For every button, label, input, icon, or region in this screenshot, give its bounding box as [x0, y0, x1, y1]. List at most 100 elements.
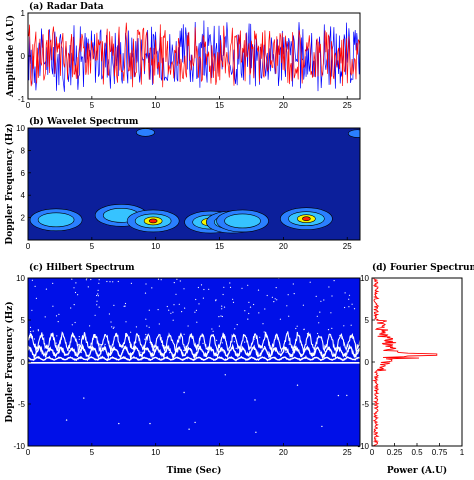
fourier-title: (d) Fourier Spectrum	[372, 262, 474, 273]
hilbert-point	[346, 394, 348, 397]
fourier-xlabel: Power (A.U)	[387, 465, 447, 476]
hilbert-point	[97, 293, 99, 295]
hilbert-point	[247, 318, 249, 320]
hilbert-point	[249, 306, 252, 308]
hilbert-point	[35, 297, 38, 299]
hilbert-point	[108, 313, 110, 315]
hilbert-point	[83, 397, 85, 399]
hilbert-point	[37, 330, 40, 332]
hilbert-point	[267, 351, 269, 353]
hilbert-point	[96, 294, 98, 297]
hilbert-point	[318, 322, 320, 324]
hilbert-point	[195, 298, 197, 301]
hilbert-point	[233, 341, 235, 343]
hilbert-point	[130, 331, 132, 333]
radar-ytick-label: -1	[18, 95, 26, 104]
hilbert-point	[203, 288, 205, 291]
hilbert-point	[130, 282, 132, 284]
hilbert-ylabel: Doppler Frequency (Hz)	[4, 301, 15, 422]
hilbert-point	[148, 309, 150, 311]
hilbert-point	[124, 305, 126, 307]
hilbert-point	[111, 326, 113, 328]
fourier-ytick-label: -10	[357, 442, 369, 451]
hilbert-ytick-label: -10	[13, 442, 25, 451]
hilbert-point	[85, 279, 87, 281]
hilbert-point	[55, 342, 57, 344]
hilbert-point	[220, 339, 222, 341]
hilbert-point	[71, 324, 73, 326]
hilbert-point	[97, 289, 99, 291]
hilbert-ytick-label: 0	[21, 358, 26, 367]
hilbert-point	[343, 325, 345, 327]
hilbert-point	[319, 311, 321, 313]
hilbert-point	[296, 384, 299, 386]
hilbert-point	[157, 309, 159, 311]
hilbert-ticks: 0 5 10 15 20 25 -10 -5 0 5 10	[13, 274, 352, 457]
hilbert-point	[161, 344, 163, 346]
hilbert-point	[31, 279, 33, 281]
hilbert-point	[275, 287, 277, 289]
fourier-ytick-label: 5	[365, 316, 370, 325]
hilbert-point	[285, 351, 287, 353]
hilbert-point	[59, 339, 62, 341]
hilbert-point	[331, 327, 333, 329]
hilbert-point	[266, 294, 268, 297]
fourier-xtick-label: 0	[370, 448, 375, 457]
hilbert-xtick-label: 20	[279, 448, 288, 457]
radar-series-group	[28, 20, 360, 92]
hilbert-point	[187, 325, 189, 327]
hilbert-point	[293, 293, 295, 295]
hilbert-point	[241, 287, 243, 289]
hilbert-point	[32, 330, 34, 332]
hilbert-point	[169, 352, 171, 354]
hilbert-point	[321, 425, 323, 428]
hilbert-point	[153, 345, 155, 347]
hilbert-point	[30, 331, 32, 333]
hilbert-point	[97, 295, 99, 297]
radar-ylabel: Amplitude (A.U)	[5, 15, 16, 98]
hilbert-point	[221, 308, 223, 310]
hilbert-point	[295, 327, 297, 330]
hilbert-point	[98, 306, 100, 308]
hilbert-point	[232, 298, 234, 300]
hilbert-ytick-label: 10	[16, 274, 25, 283]
hilbert-point	[172, 319, 174, 321]
hilbert-point	[222, 293, 224, 296]
wavelet-title: (b) Wavelet Spectrum	[29, 116, 139, 127]
hilbert-point	[157, 278, 160, 280]
hilbert-point	[264, 308, 266, 310]
hilbert-point	[98, 279, 100, 281]
hilbert-point	[135, 326, 137, 328]
radar-xtick-label: 10	[151, 101, 160, 110]
wavelet-ytick-label: 6	[21, 169, 26, 178]
wavelet-xtick-label: 10	[151, 242, 160, 251]
wavelet-axes-frame	[27, 127, 361, 241]
wavelet-ylabel: Doppler Frequency (Hz)	[4, 123, 15, 244]
hilbert-point	[31, 349, 33, 352]
hilbert-point	[316, 315, 318, 317]
wavelet-ytick-label: 4	[21, 191, 26, 200]
hilbert-xtick-label: 25	[343, 448, 352, 457]
wavelet-ytick-label: 2	[21, 214, 26, 223]
wavelet-contour	[37, 212, 75, 228]
hilbert-point	[73, 287, 75, 289]
hilbert-point	[323, 299, 325, 301]
hilbert-point	[218, 316, 220, 318]
hilbert-point	[194, 311, 196, 313]
hilbert-point	[197, 286, 199, 289]
hilbert-point	[96, 300, 98, 302]
hilbert-point	[112, 281, 114, 283]
wavelet-contour	[348, 129, 360, 138]
wavelet-ytick-label: 8	[21, 146, 26, 155]
wavelet-contours	[29, 128, 360, 234]
hilbert-point	[52, 282, 54, 284]
hilbert-point	[212, 330, 214, 332]
hilbert-point	[221, 315, 223, 318]
hilbert-point	[351, 303, 353, 305]
hilbert-point	[254, 399, 256, 401]
hilbert-point	[103, 347, 105, 349]
hilbert-point	[234, 328, 236, 330]
wavelet-ytick-label: 10	[16, 124, 25, 133]
hilbert-point	[151, 287, 153, 289]
hilbert-point	[140, 351, 142, 353]
